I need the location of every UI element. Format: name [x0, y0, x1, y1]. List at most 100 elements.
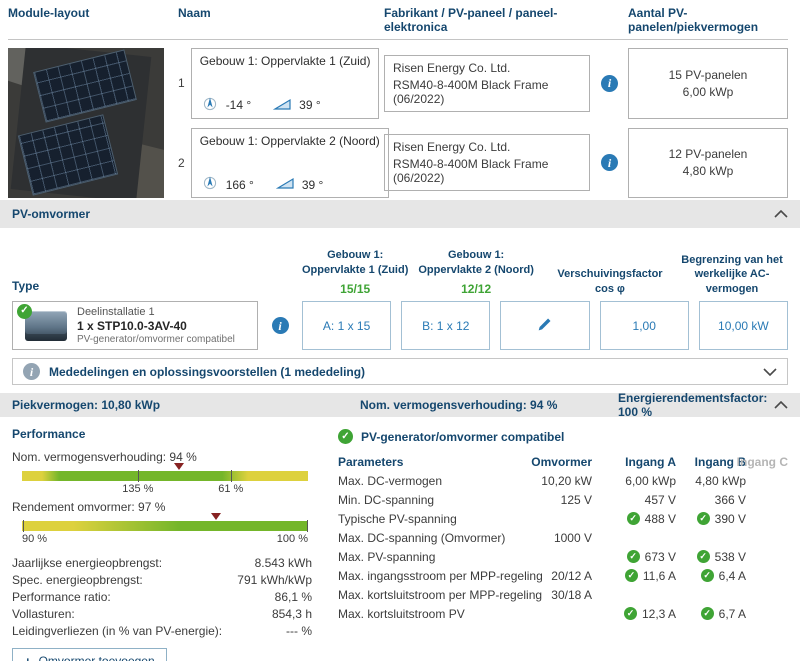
stat-row: Vollasturen: 854,3 h — [12, 607, 312, 621]
performance-title: Performance — [12, 427, 86, 441]
compat-row: Max. DC-vermogen 10,20 kW ✓6,00 kWp ✓4,8… — [338, 473, 746, 488]
subsystem-label: Deelinstallatie 1 — [77, 306, 155, 318]
edit-configuration-button[interactable] — [500, 301, 590, 350]
compatibility-title: PV-generator/omvormer compatibel — [361, 429, 565, 444]
azimuth-icon — [200, 97, 220, 114]
efficiency-summary: Energierendementsfactor: 100 % — [618, 391, 768, 419]
check-icon: ✓ — [626, 550, 640, 563]
power-ratio-gauge-bar — [22, 463, 308, 482]
inverter-row: ✓ Deelinstallatie 1 1 x STP10.0-3AV-40 P… — [12, 301, 788, 350]
add-inverter-label: Omvormer toevoegen — [38, 654, 155, 661]
azimuth-icon — [200, 176, 220, 193]
compatibility-table: Parameters Omvormer Ingang A Ingang B In… — [338, 452, 788, 623]
check-icon: ✓ — [623, 607, 637, 620]
compat-row: Max. kortsluitstroom PV ✓ 12,3 A ✓ 6,7 A — [338, 606, 746, 621]
check-icon: ✓ — [626, 512, 640, 525]
plus-icon: + — [24, 653, 32, 661]
peak-power: 4,80 kWp — [682, 164, 734, 179]
chevron-down-icon[interactable] — [763, 367, 777, 376]
inverter-model: 1 x STP10.0-3AV-40 — [77, 319, 187, 333]
cos-phi-value[interactable]: 1,00 — [599, 301, 689, 350]
surface-a-status: 15/15 — [340, 282, 371, 296]
performance-panel: Performance Nom. vermogensverhouding: 94… — [12, 427, 312, 640]
chevron-up-icon[interactable] — [774, 401, 788, 409]
ac-limit-value[interactable]: 10,00 kW — [698, 301, 788, 350]
inverter-image: ✓ — [17, 303, 67, 341]
compatible-check-icon: ✓ — [338, 429, 353, 444]
surface-row-2: 2 Gebouw 1: Oppervlakte 2 (Noord) 166 ° … — [178, 127, 389, 198]
count-cell-2: 12 PV-panelen 4,80 kWp — [628, 127, 788, 198]
surface-b-status: 12/12 — [461, 282, 492, 296]
pv-inverter-section-header[interactable]: PV-omvormer — [0, 200, 800, 228]
results-summary-bar[interactable]: Piekvermogen: 10,80 kWp Nom. vermogensve… — [0, 391, 800, 419]
col-header-naam: Naam — [178, 6, 211, 20]
compat-row: Max. DC-spanning (Omvormer) 1000 V ✓ ✓ — [338, 530, 592, 545]
azimuth-value: 166 ° — [225, 177, 254, 192]
peak-power: 6,00 kWp — [682, 84, 734, 99]
inverter-device-box[interactable]: ✓ Deelinstallatie 1 1 x STP10.0-3AV-40 P… — [12, 301, 258, 350]
panel-count-box-2: 12 PV-panelen 4,80 kWp — [628, 127, 788, 198]
inverter-info-icon[interactable]: i — [271, 317, 289, 334]
compat-row: Min. DC-spanning 125 V ✓457 V ✓366 V — [338, 492, 746, 507]
panel-info-icon[interactable]: i — [601, 74, 618, 92]
panel-info-icon[interactable]: i — [601, 154, 618, 172]
check-icon: ✓ — [700, 607, 714, 620]
type-label: Type — [12, 279, 40, 293]
surface-b-header: Gebouw 1: Oppervlakte 2 (Noord) 12/12 — [418, 249, 534, 296]
module-table-body: 1 Gebouw 1: Oppervlakte 1 (Zuid) -14 ° 3… — [8, 40, 788, 198]
module-layout-image[interactable] — [8, 48, 164, 198]
messages-info-icon: i — [23, 363, 40, 380]
compat-header-row: Parameters Omvormer Ingang A Ingang B In… — [338, 454, 788, 469]
stat-row: Leidingverliezen (in % van PV-energie): -… — [12, 624, 312, 638]
power-ratio-gauge: Nom. vermogensverhouding: 94 % 135 % 61 … — [12, 450, 312, 496]
performance-stats: Jaarlijkse energieopbrengst: 8.543 kWh Sp… — [12, 555, 312, 640]
row-number: 2 — [178, 155, 185, 170]
orientation-values: 166 ° 39 ° — [200, 176, 380, 193]
panel-manufacturer: Risen Energy Co. Ltd. — [393, 60, 511, 75]
check-icon: ✓ — [624, 569, 638, 582]
surface-a-header: Gebouw 1: Oppervlakte 1 (Zuid) 15/15 — [302, 249, 409, 296]
messages-label: Mededelingen en oplossingsvoorstellen (1… — [49, 364, 366, 379]
module-table-header: Module-layout Naam Fabrikant / PV-paneel… — [8, 6, 788, 40]
cos-phi-header: Verschuivingsfactor cos φ — [557, 268, 663, 295]
inverter-efficiency-gauge: Rendement omvormer: 97 % 90 % 100 % — [12, 500, 308, 545]
gauge-marker — [211, 513, 222, 520]
compatibility-panel: ✓ PV-generator/omvormer compatibel Param… — [338, 427, 788, 640]
peak-power-summary: Piekvermogen: 10,80 kWp — [12, 398, 161, 412]
inverter-column-headers: Type Gebouw 1: Oppervlakte 1 (Zuid) 15/1… — [12, 234, 788, 296]
power-ratio-summary: Nom. vermogensverhouding: 94 % — [360, 398, 558, 412]
surface-title: Gebouw 1: Oppervlakte 1 (Zuid) — [199, 54, 371, 68]
section-title: PV-omvormer — [12, 207, 91, 221]
gauge-marker — [174, 463, 185, 470]
compat-row: Max. ingangsstroom per MPP-regeling 20/1… — [338, 568, 746, 583]
compat-row: Typische PV-spanning ✓ 488 V ✓ 390 V — [338, 511, 746, 526]
count-cell-1: 15 PV-panelen 6,00 kWp — [628, 48, 788, 119]
panel-model: RSM40-8-400M Black Frame (06/2022) — [393, 157, 549, 186]
messages-accordion[interactable]: i Mededelingen en oplossingsvoorstellen … — [12, 358, 788, 385]
surface-name-box-1[interactable]: Gebouw 1: Oppervlakte 1 (Zuid) -14 ° 39 … — [190, 48, 380, 119]
compat-row: Max. PV-spanning ✓ 673 V ✓ 538 V — [338, 549, 746, 564]
input-b-assignment[interactable]: B: 1 x 12 — [401, 301, 491, 350]
input-a-assignment[interactable]: A: 1 x 15 — [302, 301, 392, 350]
stat-row: Performance ratio: 86,1 % — [12, 590, 312, 604]
panel-box-2[interactable]: Risen Energy Co. Ltd. RSM40-8-400M Black… — [384, 134, 590, 192]
compat-row: Max. kortsluitstroom per MPP-regeling 30… — [338, 587, 592, 602]
check-icon: ✓ — [696, 550, 710, 563]
details-panel: Performance Nom. vermogensverhouding: 94… — [0, 417, 800, 640]
col-header-module-layout: Module-layout — [8, 6, 90, 20]
compatibility-note: PV-generator/omvormer compatibel — [77, 334, 235, 345]
panel-cell-1: Risen Energy Co. Ltd. RSM40-8-400M Black… — [384, 48, 618, 119]
tilt-value: 39 ° — [301, 177, 324, 192]
surface-row-1: 1 Gebouw 1: Oppervlakte 1 (Zuid) -14 ° 3… — [178, 48, 380, 119]
panel-box-1[interactable]: Risen Energy Co. Ltd. RSM40-8-400M Black… — [384, 54, 590, 112]
panel-count-box-1: 15 PV-panelen 6,00 kWp — [628, 48, 788, 119]
surface-name-box-2[interactable]: Gebouw 1: Oppervlakte 2 (Noord) 166 ° 39… — [190, 127, 389, 198]
check-icon: ✓ — [700, 569, 714, 582]
surface-title: Gebouw 1: Oppervlakte 2 (Noord) — [199, 133, 380, 148]
chevron-up-icon[interactable] — [774, 210, 788, 218]
stat-row: Jaarlijkse energieopbrengst: 8.543 kWh — [12, 556, 312, 570]
panel-model: RSM40-8-400M Black Frame (06/2022) — [393, 77, 549, 106]
check-icon: ✓ — [696, 512, 710, 525]
add-inverter-button[interactable]: + Omvormer toevoegen — [12, 648, 167, 661]
